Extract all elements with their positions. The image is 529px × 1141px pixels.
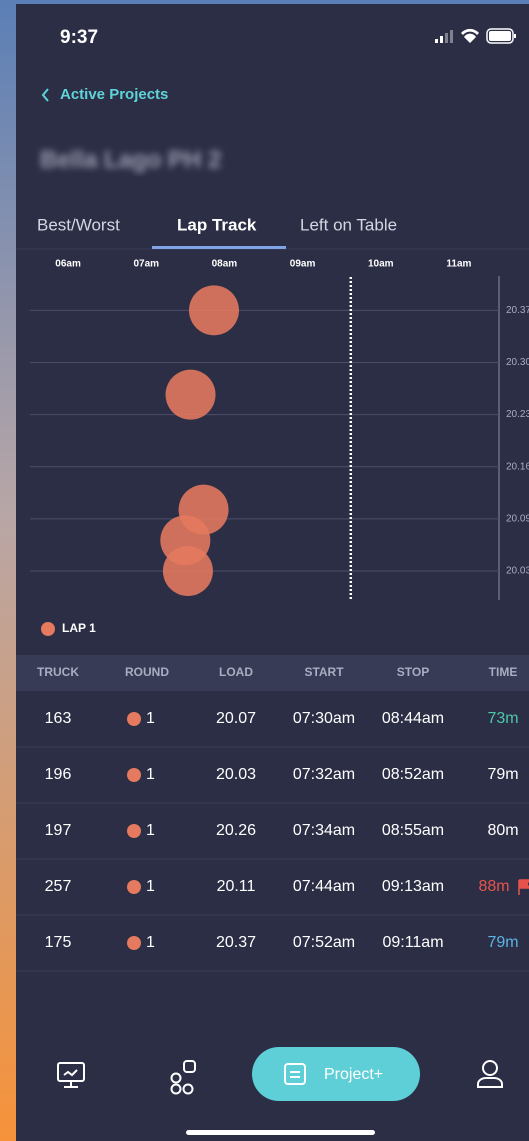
table-cell: 07:44am [293,878,355,895]
y-tick-label: 20.37 [506,305,529,316]
home-indicator [186,1130,375,1135]
table-cell: 07:32am [293,766,355,783]
table-cell: 1 [146,766,155,783]
y-tick-label: 20.166 [506,461,529,472]
column-header: START [304,665,344,679]
project-plus-label[interactable]: Project+ [324,1066,383,1083]
back-link[interactable]: Active Projects [60,86,168,103]
x-tick-label: 11am [446,259,471,270]
x-tick-label: 09am [290,259,316,270]
table-cell: 08:55am [382,822,444,839]
table-cell: 1 [146,934,155,951]
x-tick-label: 08am [212,259,238,270]
table-cell: 80m [487,822,518,839]
tab-underline [152,246,286,249]
column-header: LOAD [219,665,253,679]
legend-label: LAP 1 [62,621,96,635]
table-cell: 79m [487,766,518,783]
project-title: Bella Lago PH 2 [40,146,221,173]
round-dot [127,824,141,838]
bubble [163,546,213,596]
column-header: TRUCK [37,665,79,679]
table-cell: 73m [487,710,518,727]
y-tick-label: 20.234 [506,409,529,420]
round-dot [127,936,141,950]
tab[interactable]: Best/Worst [37,215,120,234]
table-cell: 20.07 [216,710,256,727]
table-cell: 20.11 [217,878,256,895]
table-cell: 175 [45,934,72,951]
legend-swatch [41,622,55,636]
table-cell: 88m [478,878,509,895]
tab[interactable]: Left on Table [300,215,397,234]
table-cell: 163 [45,710,72,727]
x-tick-label: 06am [55,259,81,270]
table-cell: 196 [45,766,72,783]
bubble [166,370,216,420]
bubble [179,485,229,535]
page: 9:37 Active Projects Bella Lago PH 2 Bes… [0,0,529,1141]
table-cell: 07:34am [293,822,355,839]
bubble [189,285,239,335]
table-cell: 07:30am [293,710,355,727]
y-tick-label: 20.302 [506,357,529,368]
table-cell: 08:52am [382,766,444,783]
x-tick-label: 10am [368,259,394,270]
table-cell: 20.37 [216,934,256,951]
round-dot [127,712,141,726]
column-header: STOP [397,665,429,679]
table-cell: 1 [146,822,155,839]
screen: 9:37 Active Projects Bella Lago PH 2 Bes… [0,0,529,1141]
tab[interactable]: Lap Track [177,215,257,234]
table-cell: 79m [487,934,518,951]
table-cell: 1 [146,710,155,727]
table-cell: 20.03 [216,766,256,783]
y-tick-label: 20.03 [506,566,529,577]
column-header: TIME [489,665,518,679]
table-cell: 1 [146,878,155,895]
table-cell: 257 [45,878,72,895]
column-header: ROUND [125,665,169,679]
round-dot [127,880,141,894]
table-cell: 197 [45,822,72,839]
table-cell: 07:52am [293,934,355,951]
table-cell: 09:11am [382,934,443,951]
table-cell: 20.26 [216,822,256,839]
y-tick-label: 20.098 [506,514,529,525]
round-dot [127,768,141,782]
table-cell: 08:44am [382,710,444,727]
x-tick-label: 07am [133,259,159,270]
table-header-bg [16,655,529,691]
phone-screen [16,4,529,1141]
status-time: 9:37 [60,27,98,48]
table-cell: 09:13am [382,878,444,895]
